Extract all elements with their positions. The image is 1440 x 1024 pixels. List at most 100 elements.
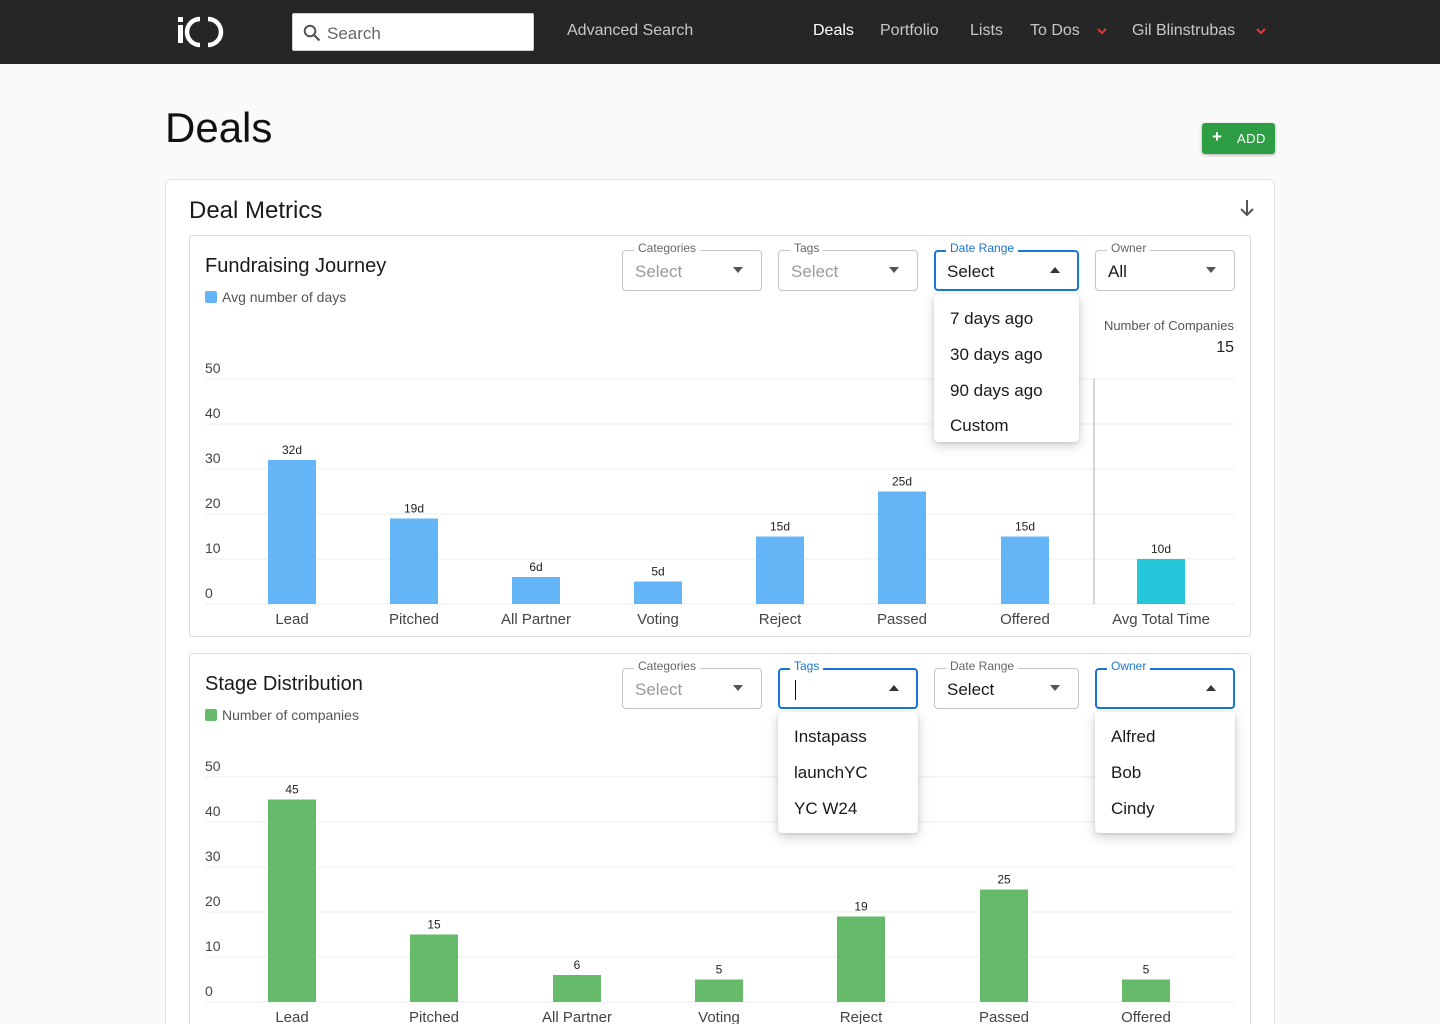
sd-date-range-select[interactable]: Date Range Select <box>934 659 1079 709</box>
bar-passed <box>878 491 926 604</box>
bar-reject <box>837 916 885 1002</box>
fundraising-legend: Avg number of days <box>205 289 346 305</box>
bar-data-label: 25 <box>997 873 1011 887</box>
menu-item-bob[interactable]: Bob <box>1111 763 1142 782</box>
bar-data-label: 10d <box>1151 542 1171 556</box>
bar-offered <box>1001 536 1049 604</box>
menu-item-30-days[interactable]: 30 days ago <box>950 345 1043 364</box>
y-tick-label: 10 <box>205 938 221 954</box>
menu-item-cindy[interactable]: Cindy <box>1111 799 1155 818</box>
x-category-label: All Partner <box>501 611 571 628</box>
bar-data-label: 32d <box>282 443 302 457</box>
bar-data-label: 45 <box>285 783 299 797</box>
field-label: Owner <box>1107 659 1151 673</box>
fundraising-journey-title: Fundraising Journey <box>205 255 387 277</box>
caret-down-icon <box>733 685 743 691</box>
y-tick-label: 30 <box>205 848 221 864</box>
field-label: Date Range <box>946 659 1019 673</box>
menu-item-7-days[interactable]: 7 days ago <box>950 309 1034 328</box>
x-category-label: Pitched <box>389 611 439 628</box>
nav-link-deals[interactable]: Deals <box>813 22 854 39</box>
y-tick-label: 40 <box>205 803 221 819</box>
bar-all-partner <box>553 975 601 1002</box>
nav-link-todos[interactable]: To Dos <box>1030 22 1080 39</box>
nav-user-menu[interactable]: Gil Blinstrubas <box>1132 22 1236 39</box>
user-chevron-down-icon[interactable] <box>1256 28 1266 35</box>
x-category-label: Passed <box>877 611 927 628</box>
bar-voting <box>634 581 682 604</box>
menu-item-custom[interactable]: Custom <box>950 416 1009 435</box>
bar-data-label: 6 <box>574 958 581 972</box>
menu-item-90-days[interactable]: 90 days ago <box>950 381 1043 400</box>
bar-data-label: 5d <box>651 565 664 579</box>
app-logo[interactable] <box>176 13 226 51</box>
field-label: Date Range <box>946 241 1019 255</box>
stage-distribution-card <box>189 653 1251 1024</box>
sd-categories-select[interactable]: Categories Select <box>622 659 762 709</box>
top-nav-bar: Search Advanced Search Deals Portfolio L… <box>0 0 1440 64</box>
y-tick-label: 50 <box>205 758 221 774</box>
bar-lead <box>268 799 316 1002</box>
y-tick-label: 40 <box>205 405 221 421</box>
menu-item-alfred[interactable]: Alfred <box>1111 727 1156 746</box>
field-label: Tags <box>790 659 824 673</box>
fj-owner-select[interactable]: Owner All <box>1095 241 1235 291</box>
distribution-legend: Number of companies <box>205 707 359 723</box>
x-category-label: Offered <box>1121 1009 1171 1024</box>
y-tick-label: 10 <box>205 540 221 556</box>
menu-item-instapass[interactable]: Instapass <box>794 727 867 746</box>
fj-date-range-select[interactable]: Date Range Select <box>934 241 1079 291</box>
bar-data-label: 25d <box>892 475 912 489</box>
bar-data-label: 19 <box>854 900 868 914</box>
plus-icon: + <box>1212 127 1223 146</box>
bar-data-label: 15d <box>770 520 790 534</box>
arrow-down-icon[interactable] <box>1238 198 1256 218</box>
search-box[interactable]: Search <box>292 13 534 51</box>
fj-tags-select[interactable]: Tags Select <box>778 241 918 291</box>
page-title: Deals <box>165 104 273 151</box>
menu-item-launchyc[interactable]: launchYC <box>794 763 868 782</box>
caret-up-icon <box>1206 685 1216 691</box>
nav-link-portfolio[interactable]: Portfolio <box>880 22 939 39</box>
fj-categories-select[interactable]: Categories Select <box>622 241 762 291</box>
bar-all-partner <box>512 577 560 604</box>
bar-voting <box>695 979 743 1002</box>
field-value: Select <box>791 262 839 281</box>
field-value: Select <box>947 680 995 699</box>
add-button-label: ADD <box>1237 131 1266 146</box>
y-tick-label: 50 <box>205 360 221 376</box>
bar-data-label: 15d <box>1015 520 1035 534</box>
bar-data-label: 15 <box>427 918 441 932</box>
nav-link-lists[interactable]: Lists <box>970 22 1003 39</box>
field-value: Select <box>635 262 683 281</box>
bar-data-label: 5 <box>1143 963 1150 977</box>
advanced-search-link[interactable]: Advanced Search <box>567 22 694 39</box>
bar-avg-total-time <box>1137 559 1185 604</box>
y-tick-label: 0 <box>205 983 213 999</box>
x-category-label: Lead <box>275 1009 308 1024</box>
x-category-label: Offered <box>1000 611 1050 628</box>
bar-lead <box>268 460 316 604</box>
sd-owner-select[interactable]: Owner <box>1095 659 1235 709</box>
stage-distribution-title: Stage Distribution <box>205 673 363 695</box>
bar-data-label: 5 <box>716 963 723 977</box>
add-button[interactable]: + ADD <box>1202 123 1275 154</box>
legend-swatch-green <box>205 709 217 721</box>
sd-tags-select[interactable]: Tags <box>778 659 918 709</box>
owner-menu: Alfred Bob Cindy <box>1095 712 1235 833</box>
bar-offered <box>1122 979 1170 1002</box>
caret-up-icon <box>889 685 899 691</box>
x-category-label: Pitched <box>409 1009 459 1024</box>
x-category-label: Voting <box>637 611 679 628</box>
bar-pitched <box>390 518 438 604</box>
todos-chevron-down-icon[interactable] <box>1097 28 1107 35</box>
legend-label: Avg number of days <box>222 289 347 305</box>
field-value: Select <box>635 680 683 699</box>
menu-item-yc-w24[interactable]: YC W24 <box>794 799 858 818</box>
field-value: Select <box>947 262 995 281</box>
search-icon <box>303 24 321 42</box>
field-label: Owner <box>1107 241 1151 255</box>
number-of-companies-label: Number of Companies <box>1103 318 1234 333</box>
search-placeholder: Search <box>327 24 381 43</box>
